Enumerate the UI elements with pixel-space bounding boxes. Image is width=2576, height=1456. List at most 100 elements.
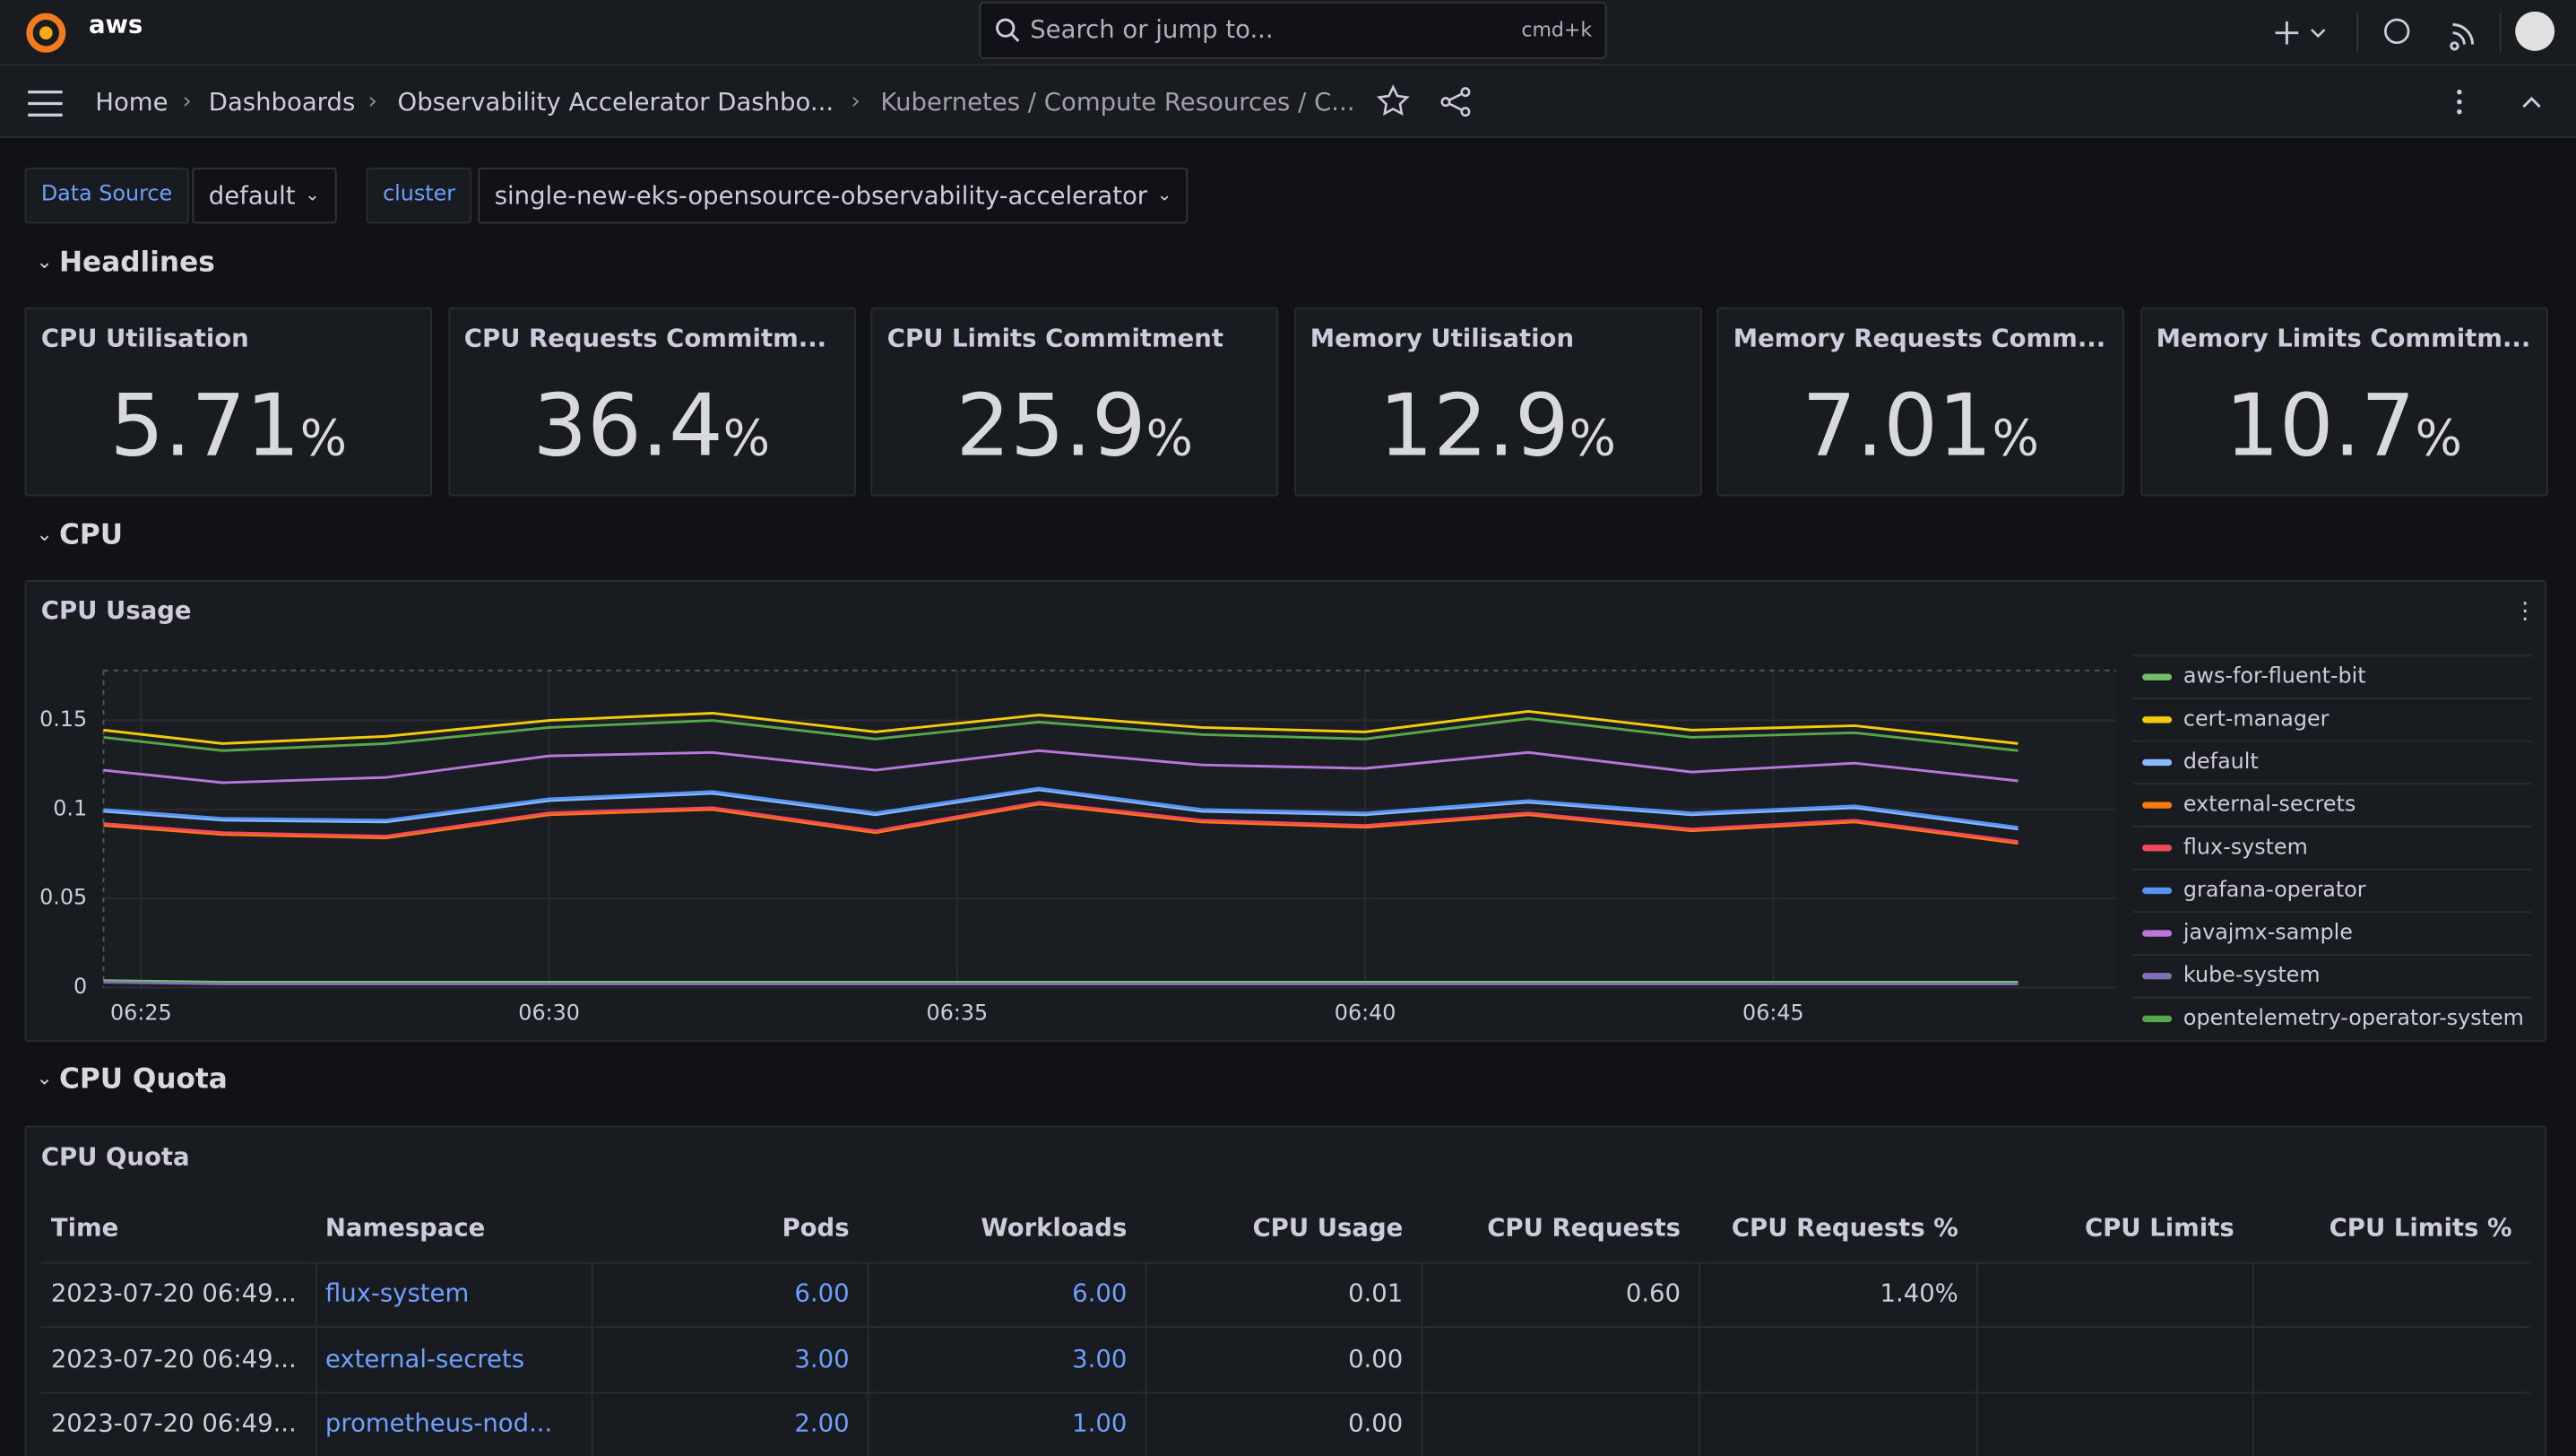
search-icon (996, 18, 1020, 42)
x-tick-label: 06:25 (110, 1000, 172, 1025)
stat-number: 12.9 (1379, 377, 1569, 477)
legend: aws-for-fluent-bit cert-manager default ext… (2132, 654, 2532, 1030)
top-icons[interactable] (2267, 10, 2563, 56)
column-header[interactable]: CPU Usage (1252, 1212, 1404, 1243)
panel-title: CPU Quota (40, 1141, 190, 1172)
stat-value: 5.71% (26, 378, 430, 477)
cell: 0.00 (1348, 1344, 1404, 1374)
breadcrumb[interactable]: Dashboards (208, 87, 356, 117)
nav-controls[interactable] (2442, 82, 2556, 122)
table-panel: CPU Quota (24, 1125, 2546, 1456)
x-tick-label: 06:40 (1335, 1000, 1396, 1025)
column-header[interactable]: Pods (782, 1212, 850, 1243)
variable-select[interactable]: single-new-eks-opensource-observability-… (478, 167, 1189, 224)
stat-number: 10.7 (2225, 377, 2416, 477)
stat-number: 36.4 (532, 377, 723, 477)
legend-label: kube-system (2183, 962, 2321, 987)
cell-border (1975, 1261, 1978, 1327)
cell-link[interactable]: 6.00 (794, 1278, 850, 1308)
cell-link[interactable]: 3.00 (794, 1344, 850, 1374)
grafana-logo[interactable] (23, 8, 69, 54)
cell-link[interactable]: flux-system (324, 1278, 470, 1308)
legend-label: cert-manager (2183, 706, 2330, 731)
column-header[interactable]: CPU Requests (1487, 1212, 1681, 1243)
cell-link[interactable]: external-secrets (324, 1344, 525, 1374)
stat-number: 25.9 (955, 377, 1146, 477)
cell-border (867, 1327, 869, 1392)
column-header[interactable]: Time (50, 1212, 119, 1243)
variable-select[interactable]: default ⌄ (192, 167, 337, 224)
brand: aws (88, 9, 143, 39)
cell: 0.00 (1348, 1408, 1404, 1438)
cell-border (315, 1391, 317, 1456)
breadcrumb[interactable]: Observability Accelerator Dashbo... (397, 87, 834, 117)
cell-link[interactable]: 6.00 (1072, 1278, 1128, 1308)
cell-border (2252, 1391, 2254, 1456)
series-line (103, 802, 2018, 845)
row-caret[interactable]: ⌄ (36, 249, 53, 273)
series-line (103, 979, 2018, 984)
cell-link[interactable]: 3.00 (1072, 1344, 1128, 1374)
cell-border (1421, 1261, 1423, 1327)
row-caret[interactable]: ⌄ (36, 1066, 53, 1090)
cell-border (2252, 1261, 2254, 1327)
column-header[interactable]: CPU Requests % (1731, 1212, 1958, 1243)
cell: 2023-07-20 06:49... (50, 1278, 297, 1308)
stat-unit: % (722, 411, 770, 469)
cell-border (591, 1261, 593, 1327)
row-caret[interactable]: ⌄ (36, 522, 53, 546)
search-box[interactable]: Search or jump to... cmd+k (979, 1, 1607, 59)
stat-value: 36.4% (449, 378, 853, 477)
cell: 0.60 (1625, 1278, 1681, 1308)
column-header[interactable]: Namespace (324, 1212, 486, 1243)
dashboard-actions[interactable] (1373, 82, 1478, 122)
chart-title: CPU Usage (41, 596, 192, 625)
cell-border (315, 1327, 317, 1392)
series-line (103, 786, 2018, 829)
series-line (103, 788, 2018, 831)
cell-link[interactable]: 2.00 (794, 1408, 850, 1438)
chart: CPU Usage ⋮ 0 0.05 0.1 0.15 06:25 06:30 06:35 06:… (39, 596, 2537, 1030)
column-header[interactable]: CPU Limits (2084, 1212, 2235, 1243)
breadcrumb[interactable]: Kubernetes / Compute Resources / C... (880, 87, 1355, 117)
cell-border (315, 1261, 317, 1327)
variable-value: single-new-eks-opensource-observability-… (494, 180, 1148, 211)
plot-area (103, 670, 2116, 988)
series-line (103, 717, 2018, 752)
breadcrumb[interactable]: Home (95, 87, 169, 117)
stat-number: 5.71 (109, 377, 300, 477)
header-border (40, 1261, 2530, 1264)
stat-panel: CPU Limits Commitment 25.9% (870, 307, 1278, 497)
cell-border (867, 1391, 869, 1456)
series-line (103, 749, 2018, 784)
menu-icon[interactable] (26, 87, 65, 120)
stat-panel: Memory Limits Commitm... 10.7% (2139, 307, 2547, 497)
cell-border (867, 1261, 869, 1327)
stat-panel: Memory Utilisation 12.9% (1293, 307, 1701, 497)
stat-value: 7.01% (1718, 378, 2122, 477)
cell-border (591, 1391, 593, 1456)
cell-border (1421, 1327, 1423, 1392)
column-header[interactable]: CPU Limits % (2329, 1212, 2512, 1243)
variable-value: default (208, 180, 296, 211)
cell-link[interactable]: prometheus-nod... (324, 1408, 553, 1438)
panel-menu: ⋮ (2513, 597, 2537, 624)
legend-label: external-secrets (2183, 792, 2356, 817)
chart-panel: CPU Usage ⋮ 0 0.05 0.1 0.15 06:25 06:30 06:35 06:… (24, 580, 2546, 1043)
legend-label: grafana-operator (2183, 877, 2366, 902)
legend-label: flux-system (2183, 834, 2308, 859)
row-title[interactable]: Headlines (58, 246, 215, 280)
column-header[interactable]: Workloads (981, 1212, 1128, 1243)
stat-unit: % (299, 411, 347, 469)
row-title[interactable]: CPU (58, 519, 124, 552)
y-tick-label: 0 (73, 974, 87, 999)
stat-value: 25.9% (872, 378, 1276, 477)
series-line (103, 801, 2018, 844)
row-title[interactable]: CPU Quota (58, 1062, 228, 1096)
cell-border (591, 1327, 593, 1392)
cell-border (1145, 1327, 1147, 1392)
cell-link[interactable]: 1.00 (1072, 1408, 1128, 1438)
